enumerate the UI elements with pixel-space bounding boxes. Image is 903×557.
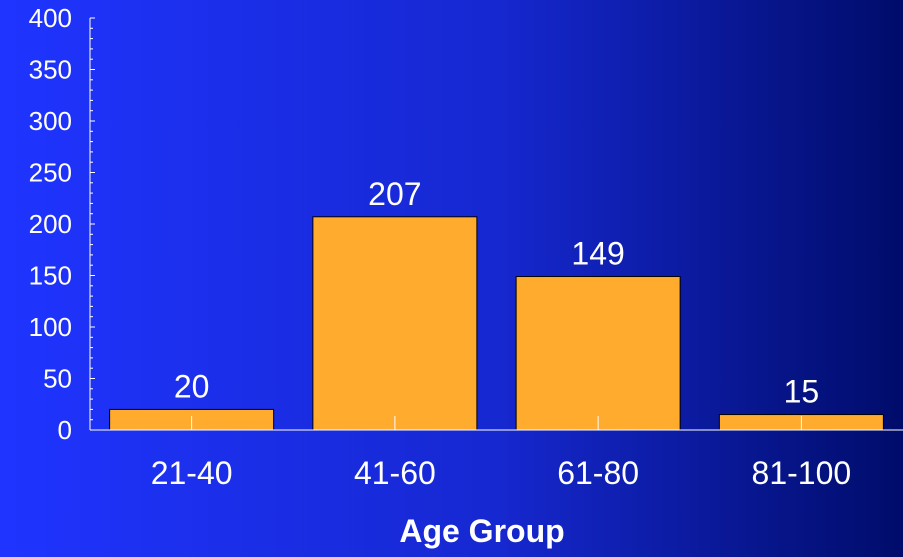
y-tick-label: 50 bbox=[43, 364, 72, 394]
y-tick-label: 300 bbox=[29, 106, 72, 136]
x-tick-label: 81-100 bbox=[752, 455, 852, 491]
y-tick-label: 100 bbox=[29, 312, 72, 342]
bars: 20 207 149 15 bbox=[109, 176, 884, 431]
y-tick-label: 0 bbox=[58, 415, 72, 445]
y-tick-label: 150 bbox=[29, 261, 72, 291]
data-label: 207 bbox=[368, 176, 421, 212]
x-axis: 21-40 41-60 61-80 81-100 bbox=[90, 416, 903, 491]
data-label: 15 bbox=[784, 374, 820, 410]
data-label: 20 bbox=[174, 368, 210, 404]
bar-41-60 bbox=[312, 216, 478, 431]
y-tick-label: 400 bbox=[29, 3, 72, 33]
x-axis-title: Age Group bbox=[399, 513, 564, 549]
y-tick-label: 200 bbox=[29, 209, 72, 239]
x-tick-label: 41-60 bbox=[354, 455, 436, 491]
x-tick-label: 21-40 bbox=[151, 455, 233, 491]
x-tick-label: 61-80 bbox=[557, 455, 639, 491]
data-label: 149 bbox=[571, 236, 624, 272]
y-axis: 0 50 100 150 200 250 300 350 400 bbox=[29, 3, 95, 445]
y-tick-label: 350 bbox=[29, 55, 72, 85]
bar-61-80 bbox=[515, 276, 681, 431]
y-tick-label: 250 bbox=[29, 158, 72, 188]
